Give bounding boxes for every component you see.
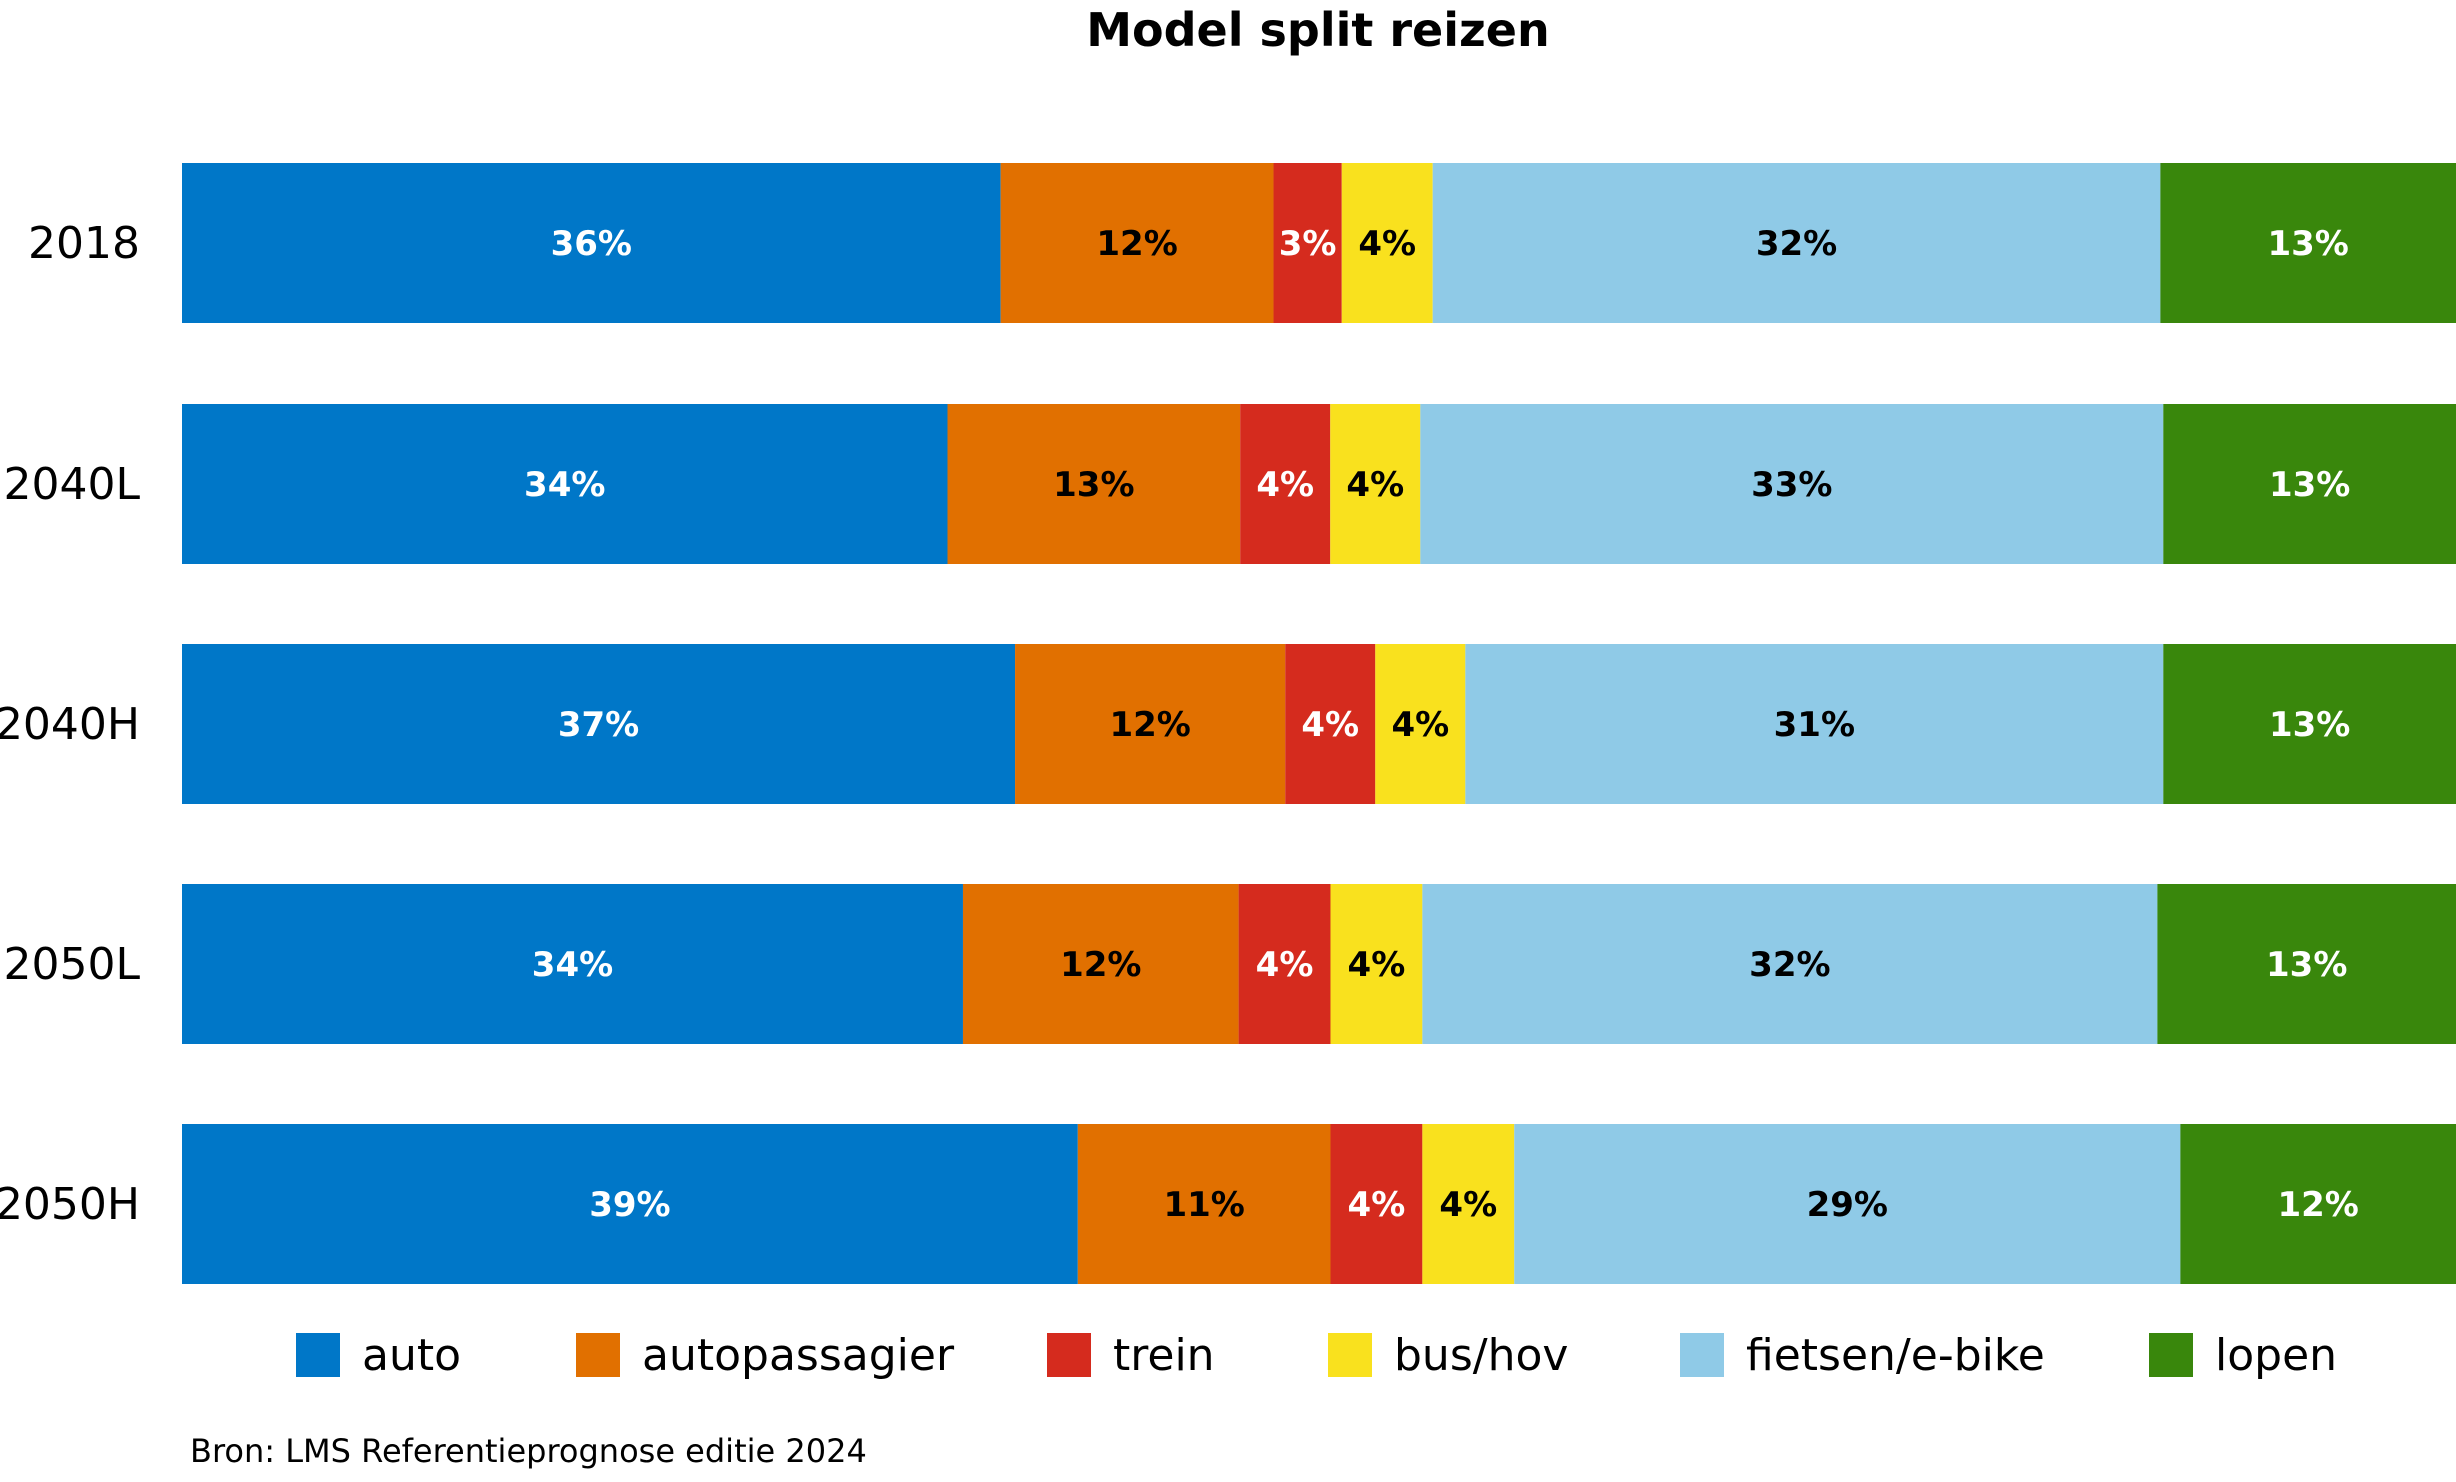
category-label: 2018 bbox=[28, 218, 140, 269]
bar-segment bbox=[182, 404, 948, 564]
data-label: 4% bbox=[1391, 705, 1449, 745]
data-label: 4% bbox=[1439, 1185, 1497, 1225]
bar-segment bbox=[2157, 884, 2456, 1044]
legend-swatch bbox=[2149, 1333, 2193, 1377]
bar-segment bbox=[1015, 644, 1286, 804]
bar-segment bbox=[1330, 884, 1423, 1044]
bar-segment bbox=[2160, 163, 2456, 323]
category-label: 2050L bbox=[4, 939, 141, 990]
bar-segment bbox=[1330, 1124, 1423, 1284]
legend-entry: bus/hov bbox=[1394, 1330, 1568, 1381]
data-label: 37% bbox=[558, 705, 639, 745]
data-label: 4% bbox=[1358, 224, 1416, 264]
data-label: 13% bbox=[2267, 224, 2348, 264]
data-label: 11% bbox=[1163, 1185, 1244, 1225]
legend-swatch bbox=[576, 1333, 620, 1377]
data-label: 4% bbox=[1256, 465, 1314, 505]
data-label: 4% bbox=[1346, 465, 1404, 505]
legend-entry: autopassagier bbox=[642, 1330, 955, 1381]
bar-segment bbox=[182, 1124, 1078, 1284]
bar-segment bbox=[1465, 644, 2164, 804]
bar-segment bbox=[2163, 404, 2456, 564]
data-label: 12% bbox=[1060, 945, 1141, 985]
data-label: 33% bbox=[1751, 465, 1832, 505]
chart-source: Bron: LMS Referentieprognose editie 2024 bbox=[190, 1432, 867, 1470]
bar-segment bbox=[2163, 644, 2456, 804]
legend-swatch bbox=[1680, 1333, 1724, 1377]
legend-swatch bbox=[1047, 1333, 1091, 1377]
data-label: 4% bbox=[1301, 705, 1359, 745]
bar-segment bbox=[962, 884, 1239, 1044]
bar-segment bbox=[1432, 163, 2161, 323]
category-labels-group: 2018 2040L 2040H 2050L 2050H bbox=[0, 218, 140, 1230]
data-label: 32% bbox=[1749, 945, 1830, 985]
bar-segment bbox=[1422, 884, 2158, 1044]
category-label: 2050H bbox=[0, 1179, 140, 1230]
bar-segment bbox=[1285, 644, 1376, 804]
legend-entry: auto bbox=[362, 1330, 461, 1381]
data-label: 31% bbox=[1774, 705, 1855, 745]
bar-segment bbox=[1375, 644, 1466, 804]
data-label: 12% bbox=[2277, 1185, 2358, 1225]
bar-segment bbox=[182, 163, 1001, 323]
legend-swatch bbox=[1328, 1333, 1372, 1377]
bar-segment bbox=[2180, 1124, 2456, 1284]
legend-entry: lopen bbox=[2215, 1330, 2337, 1381]
bar-segment bbox=[1422, 1124, 1515, 1284]
data-label: 29% bbox=[1807, 1185, 1888, 1225]
category-label: 2040L bbox=[4, 459, 141, 510]
legend-entry: fietsen/e-bike bbox=[1746, 1330, 2045, 1381]
data-label: 3% bbox=[1279, 224, 1337, 264]
chart-title: Model split reizen bbox=[1086, 3, 1550, 57]
legend-entry: trein bbox=[1113, 1330, 1215, 1381]
bar-segment bbox=[1420, 404, 2164, 564]
bar-segment bbox=[1514, 1124, 2181, 1284]
data-label: 39% bbox=[589, 1185, 670, 1225]
data-label: 12% bbox=[1096, 224, 1177, 264]
legend: auto autopassagier trein bus/hov fietsen/e-b… bbox=[296, 1330, 2337, 1381]
data-label: 13% bbox=[1053, 465, 1134, 505]
bar-segment bbox=[182, 884, 963, 1044]
data-label: 13% bbox=[2266, 945, 2347, 985]
legend-swatch bbox=[296, 1333, 340, 1377]
data-label: 4% bbox=[1348, 1185, 1406, 1225]
data-label: 13% bbox=[2269, 705, 2350, 745]
data-label: 32% bbox=[1756, 224, 1837, 264]
data-label: 4% bbox=[1256, 945, 1314, 985]
bars-group: 36% 12% 3% 4% 32% 13% 34% 13% 4% 4% 33% 13% 37% 12% 4%… bbox=[182, 163, 2456, 1284]
bar-segment bbox=[1341, 163, 1433, 323]
data-label: 36% bbox=[551, 224, 632, 264]
bar-segment bbox=[1000, 163, 1274, 323]
bar-segment bbox=[1077, 1124, 1331, 1284]
bar-segment bbox=[1330, 404, 1421, 564]
data-label: 4% bbox=[1348, 945, 1406, 985]
data-label: 13% bbox=[2269, 465, 2350, 505]
bar-segment bbox=[182, 644, 1016, 804]
bar-segment bbox=[947, 404, 1241, 564]
data-label: 34% bbox=[532, 945, 613, 985]
data-label: 12% bbox=[1109, 705, 1190, 745]
bar-segment bbox=[1240, 404, 1331, 564]
category-label: 2040H bbox=[0, 699, 140, 750]
bar-segment bbox=[1273, 163, 1342, 323]
data-label: 34% bbox=[524, 465, 605, 505]
bar-segment bbox=[1238, 884, 1331, 1044]
